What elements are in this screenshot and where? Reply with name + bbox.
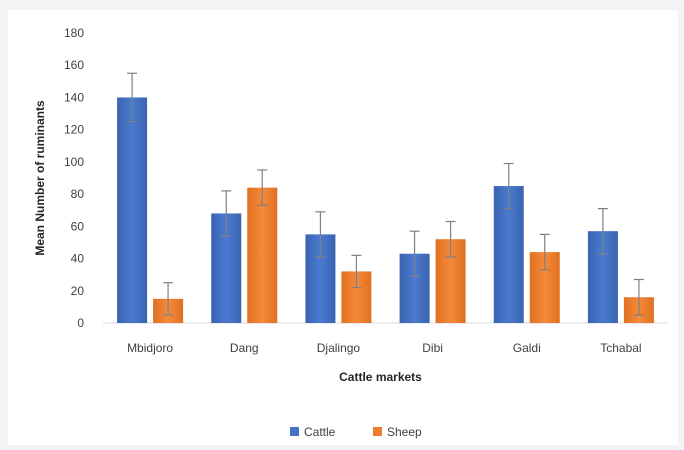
bar-sheep-dang xyxy=(247,187,278,323)
y-tick-label: 80 xyxy=(71,187,85,201)
error-bar-sheep-galdi xyxy=(539,233,550,271)
legend-swatch-cattle xyxy=(290,427,299,436)
error-bar-sheep-djalingo xyxy=(351,254,362,289)
x-tick-label: Galdi xyxy=(513,341,541,355)
x-tick-label: Mbidjoro xyxy=(127,341,173,355)
y-tick-label: 60 xyxy=(71,219,85,233)
bars xyxy=(117,72,654,323)
y-tick-label: 100 xyxy=(64,155,84,169)
error-bar-cattle-dang xyxy=(221,190,232,237)
x-tick-label: Dibi xyxy=(422,341,443,355)
y-tick-label: 0 xyxy=(77,316,84,330)
legend-label-cattle: Cattle xyxy=(304,425,336,439)
error-bar-sheep-dang xyxy=(257,169,268,206)
error-bar-sheep-mbidjoro xyxy=(163,282,174,316)
error-bar-cattle-galdi xyxy=(503,162,514,210)
error-bar-cattle-djalingo xyxy=(315,211,326,258)
x-tick-label: Dang xyxy=(230,341,259,355)
y-tick-label: 120 xyxy=(64,123,84,137)
x-tick-label: Tchabal xyxy=(600,341,641,355)
y-tick-label: 20 xyxy=(71,284,85,298)
x-tick-label: Djalingo xyxy=(317,341,361,355)
y-tick-label: 180 xyxy=(64,26,84,40)
x-axis-title: Cattle markets xyxy=(339,370,422,384)
legend: Cattle Sheep xyxy=(290,425,422,439)
error-bar-cattle-tchabal xyxy=(597,208,608,255)
error-bar-cattle-mbidjoro xyxy=(127,72,138,123)
chart-card: 0 20 40 60 80 100 120 140 160 180 Mbidjoro Dang Dja… xyxy=(8,10,678,445)
error-bar-sheep-dibi xyxy=(445,220,456,258)
bar-chart: 0 20 40 60 80 100 120 140 160 180 Mbidjoro Dang Dja… xyxy=(33,26,668,439)
legend-swatch-sheep xyxy=(373,427,382,436)
y-tick-label: 40 xyxy=(71,252,85,266)
error-bar-cattle-dibi xyxy=(409,230,420,277)
bar-cattle-mbidjoro xyxy=(117,97,148,323)
error-bar-sheep-tchabal xyxy=(633,278,644,316)
y-tick-label: 160 xyxy=(64,58,84,72)
y-axis-title: Mean Number of ruminants xyxy=(33,100,47,256)
legend-label-sheep: Sheep xyxy=(387,425,422,439)
y-tick-label: 140 xyxy=(64,90,84,104)
y-axis-ticks: 0 20 40 60 80 100 120 140 160 180 xyxy=(64,26,84,330)
x-axis-ticks: Mbidjoro Dang Djalingo Dibi Galdi Tchabal xyxy=(127,341,642,355)
